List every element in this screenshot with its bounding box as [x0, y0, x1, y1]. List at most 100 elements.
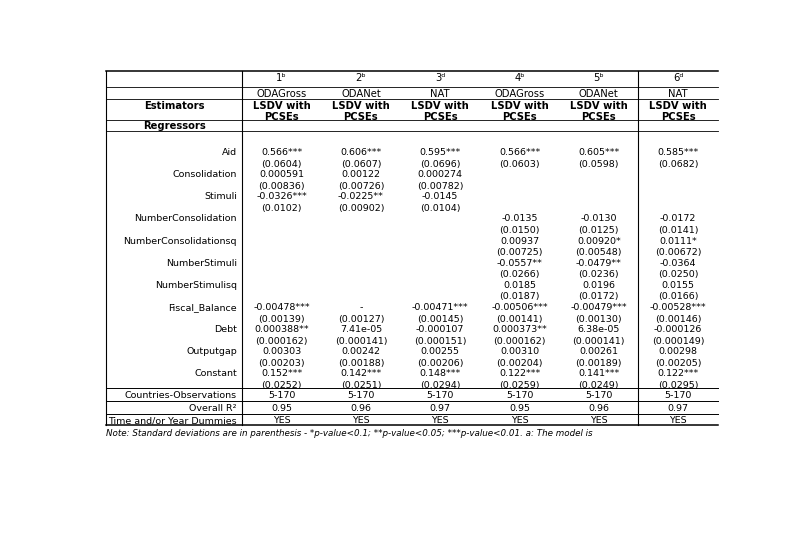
Text: 0.000388**: 0.000388**: [254, 325, 309, 334]
Text: 0.566***: 0.566***: [261, 148, 302, 157]
Text: (0.0166): (0.0166): [658, 293, 698, 301]
Text: NAT: NAT: [430, 89, 450, 99]
Text: (0.000149): (0.000149): [652, 337, 704, 346]
Text: ODANet: ODANet: [579, 89, 618, 99]
Text: Fiscal_Balance: Fiscal_Balance: [168, 303, 237, 312]
Text: 0.605***: 0.605***: [578, 148, 619, 157]
Text: 0.122***: 0.122***: [658, 369, 698, 378]
Text: -0.00478***: -0.00478***: [253, 303, 310, 312]
Text: (0.0598): (0.0598): [578, 160, 619, 169]
Text: 0.00298: 0.00298: [658, 347, 698, 356]
Text: 0.566***: 0.566***: [499, 148, 540, 157]
Text: 0.97: 0.97: [668, 404, 689, 413]
Text: (0.00672): (0.00672): [655, 248, 702, 257]
Text: (0.0150): (0.0150): [499, 226, 540, 235]
Text: (0.0259): (0.0259): [499, 381, 540, 390]
Text: -0.0479**: -0.0479**: [576, 259, 622, 268]
Text: -0.00479***: -0.00479***: [570, 303, 627, 312]
Text: Constant: Constant: [194, 369, 237, 378]
Text: (0.00145): (0.00145): [417, 314, 464, 324]
Text: -0.0145: -0.0145: [422, 192, 458, 201]
Text: NumberConsolidation: NumberConsolidation: [135, 215, 237, 223]
Text: 0.00255: 0.00255: [421, 347, 460, 356]
Text: (0.00726): (0.00726): [338, 182, 384, 191]
Text: (0.00188): (0.00188): [338, 359, 384, 368]
Text: (0.0603): (0.0603): [499, 160, 540, 169]
Text: (0.0141): (0.0141): [658, 226, 698, 235]
Text: 5ᵇ: 5ᵇ: [594, 73, 604, 83]
Text: YES: YES: [432, 416, 449, 425]
Text: (0.0250): (0.0250): [658, 270, 698, 279]
Text: -0.0130: -0.0130: [581, 215, 617, 223]
Text: (0.000141): (0.000141): [335, 337, 387, 346]
Text: Aid: Aid: [222, 148, 237, 157]
Text: Consolidation: Consolidation: [172, 170, 237, 179]
Text: (0.00203): (0.00203): [258, 359, 305, 368]
Text: NAT: NAT: [668, 89, 688, 99]
Text: Debt: Debt: [214, 325, 237, 334]
Text: (0.0696): (0.0696): [420, 160, 461, 169]
Text: -0.0557**: -0.0557**: [497, 259, 542, 268]
Text: 4ᵇ: 4ᵇ: [514, 73, 525, 83]
Text: YES: YES: [273, 416, 291, 425]
Text: 0.96: 0.96: [588, 404, 610, 413]
Text: 5-170: 5-170: [268, 391, 296, 401]
Text: Countries-Observations: Countries-Observations: [125, 391, 237, 401]
Text: LSDV with
PCSEs: LSDV with PCSEs: [412, 100, 469, 122]
Text: NumberStimuli: NumberStimuli: [166, 259, 237, 268]
Text: (0.00782): (0.00782): [417, 182, 464, 191]
Text: (0.0125): (0.0125): [578, 226, 619, 235]
Text: (0.0252): (0.0252): [261, 381, 302, 390]
Text: (0.00205): (0.00205): [655, 359, 702, 368]
Text: 0.95: 0.95: [509, 404, 530, 413]
Text: 0.000373**: 0.000373**: [492, 325, 547, 334]
Text: 5-170: 5-170: [665, 391, 692, 401]
Text: (0.0172): (0.0172): [578, 293, 619, 301]
Text: 0.00937: 0.00937: [500, 236, 539, 246]
Text: (0.00836): (0.00836): [258, 182, 305, 191]
Text: (0.0251): (0.0251): [340, 381, 381, 390]
Text: (0.00206): (0.00206): [417, 359, 464, 368]
Text: 0.00303: 0.00303: [262, 347, 301, 356]
Text: 0.00122: 0.00122: [341, 170, 380, 179]
Text: (0.00127): (0.00127): [338, 314, 384, 324]
Text: (0.000162): (0.000162): [256, 337, 308, 346]
Text: LSDV with
PCSEs: LSDV with PCSEs: [570, 100, 628, 122]
Text: (0.0266): (0.0266): [499, 270, 540, 279]
Text: Stimuli: Stimuli: [204, 192, 237, 201]
Text: (0.0236): (0.0236): [578, 270, 619, 279]
Text: 0.00920*: 0.00920*: [577, 236, 621, 246]
Text: 0.96: 0.96: [350, 404, 372, 413]
Text: ODANet: ODANet: [341, 89, 380, 99]
Text: 3ᵈ: 3ᵈ: [435, 73, 445, 83]
Text: 0.595***: 0.595***: [420, 148, 461, 157]
Text: YES: YES: [511, 416, 529, 425]
Text: 0.142***: 0.142***: [340, 369, 381, 378]
Text: 0.0155: 0.0155: [662, 281, 694, 290]
Text: 0.141***: 0.141***: [578, 369, 619, 378]
Text: (0.00902): (0.00902): [338, 204, 384, 213]
Text: (0.00548): (0.00548): [576, 248, 622, 257]
Text: (0.00146): (0.00146): [655, 314, 702, 324]
Text: -0.000126: -0.000126: [654, 325, 702, 334]
Text: -0.0172: -0.0172: [660, 215, 696, 223]
Text: (0.0607): (0.0607): [340, 160, 381, 169]
Text: 0.00310: 0.00310: [500, 347, 539, 356]
Text: LSDV with
PCSEs: LSDV with PCSEs: [252, 100, 311, 122]
Text: -0.0135: -0.0135: [501, 215, 537, 223]
Text: (0.00204): (0.00204): [497, 359, 543, 368]
Text: YES: YES: [590, 416, 608, 425]
Text: 0.152***: 0.152***: [261, 369, 302, 378]
Text: YES: YES: [670, 416, 687, 425]
Text: -0.0225**: -0.0225**: [338, 192, 384, 201]
Text: 0.148***: 0.148***: [420, 369, 461, 378]
Text: Outputgap: Outputgap: [186, 347, 237, 356]
Text: NumberStimulisq: NumberStimulisq: [155, 281, 237, 290]
Text: -0.0326***: -0.0326***: [256, 192, 307, 201]
Text: -0.00506***: -0.00506***: [491, 303, 548, 312]
Text: (0.00130): (0.00130): [575, 314, 622, 324]
Text: -0.000107: -0.000107: [416, 325, 465, 334]
Text: Note: Standard deviations are in parenthesis - *p-value<0.1; **p-value<0.05; ***: Note: Standard deviations are in parenth…: [107, 429, 593, 438]
Text: 6.38e-05: 6.38e-05: [578, 325, 620, 334]
Text: -0.00528***: -0.00528***: [650, 303, 706, 312]
